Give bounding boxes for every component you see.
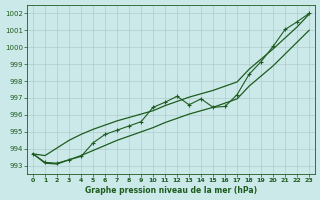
X-axis label: Graphe pression niveau de la mer (hPa): Graphe pression niveau de la mer (hPa) bbox=[85, 186, 257, 195]
